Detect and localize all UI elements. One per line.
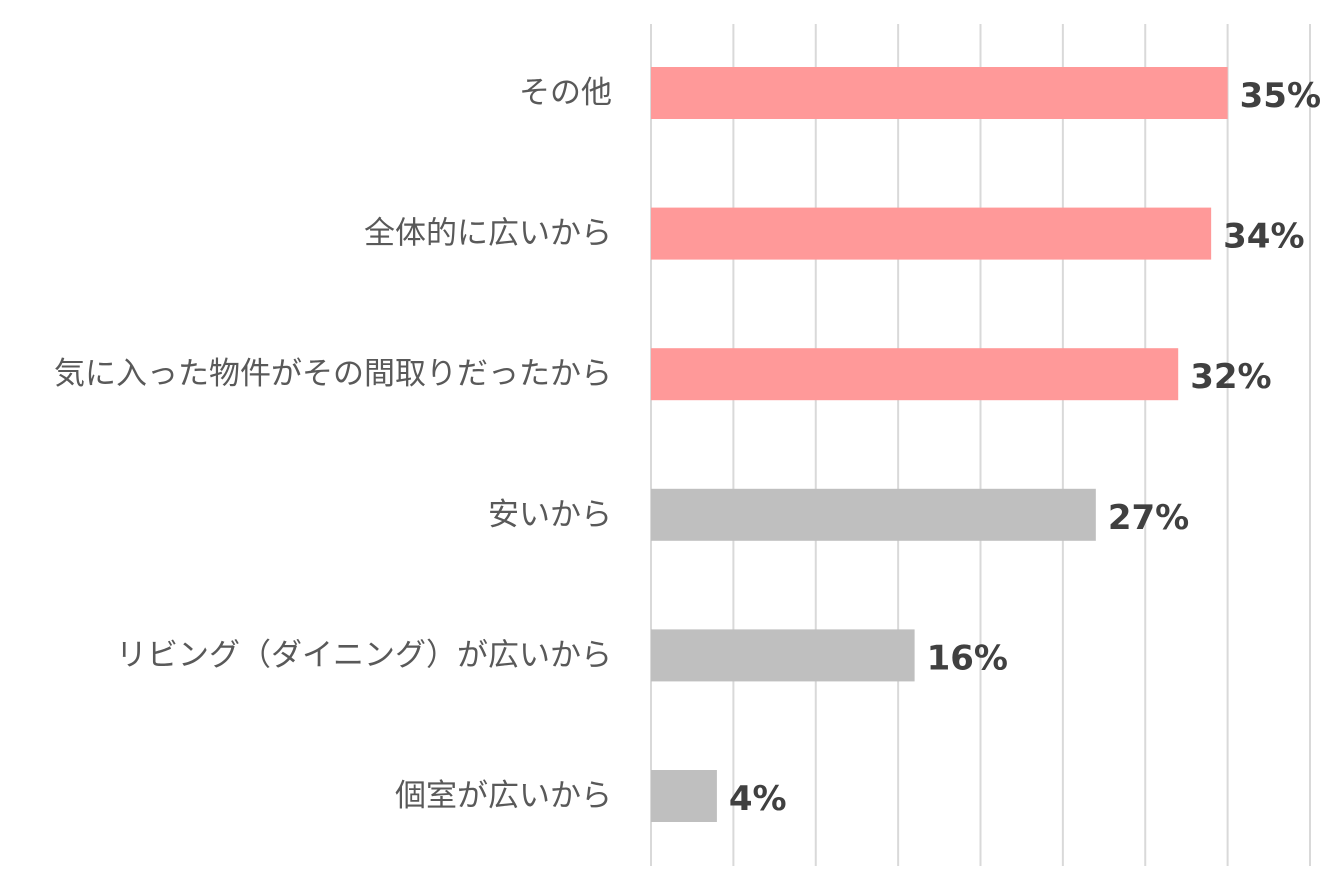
value-label: 4% <box>729 779 787 819</box>
bar <box>651 488 1096 541</box>
bars <box>651 67 1228 822</box>
bar <box>651 770 717 822</box>
value-label: 16% <box>927 638 1008 678</box>
value-label: 35% <box>1240 76 1321 116</box>
category-label: 気に入った物件がその間取りだったから <box>54 356 612 392</box>
category-labels: その他全体的に広いから気に入った物件がその間取りだったから安いからリビング（ダイ… <box>54 75 612 814</box>
bar <box>651 67 1228 119</box>
bar <box>651 207 1212 260</box>
bar <box>651 348 1179 401</box>
category-label: 全体的に広いから <box>364 216 612 252</box>
value-label: 27% <box>1108 498 1189 538</box>
category-label: 個室が広いから <box>395 778 612 814</box>
category-label: リビング（ダイニング）が広いから <box>116 637 612 673</box>
category-label: その他 <box>519 75 612 111</box>
value-label: 32% <box>1190 357 1271 397</box>
bar <box>651 629 915 682</box>
category-label: 安いから <box>488 497 612 533</box>
value-labels: 35% 34% 32% 27% 16% 4% <box>729 76 1321 819</box>
gridlines <box>650 24 1311 866</box>
value-label: 34% <box>1223 217 1304 257</box>
